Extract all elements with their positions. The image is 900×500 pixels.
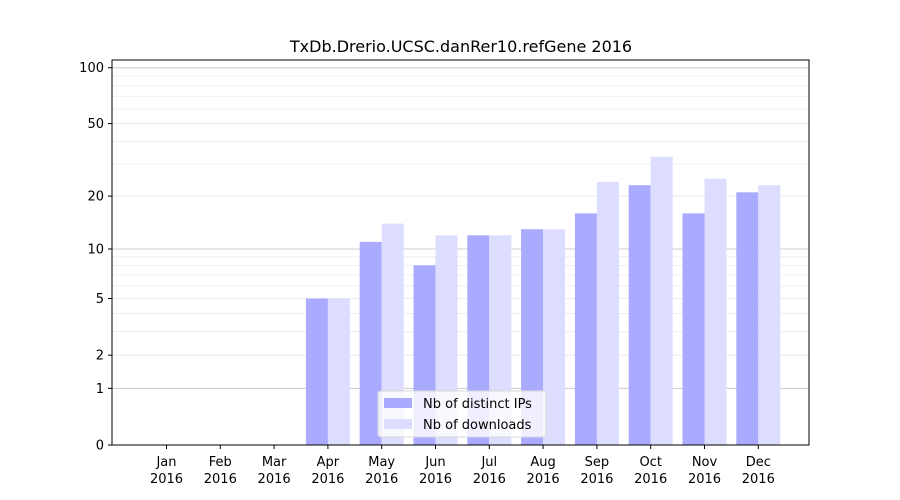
- x-tick-label-month: Sep: [585, 455, 610, 470]
- x-tick-label-month: Aug: [530, 455, 555, 470]
- x-tick-label-year: 2016: [473, 472, 506, 487]
- bar-downloads: [596, 181, 619, 446]
- x-tick-label-year: 2016: [150, 472, 183, 487]
- bar-distinct-ips: [359, 241, 382, 445]
- x-tick-label-month: Mar: [262, 455, 287, 470]
- y-tick-label: 100: [79, 61, 104, 76]
- y-tick-label: 50: [87, 117, 104, 132]
- x-tick-label-year: 2016: [634, 472, 667, 487]
- bar-distinct-ips: [305, 298, 328, 445]
- x-tick-label-year: 2016: [580, 472, 613, 487]
- x-tick-label-year: 2016: [258, 472, 291, 487]
- chart-title: TxDb.Drerio.UCSC.danRer10.refGene 2016: [289, 37, 632, 56]
- x-tick-label-year: 2016: [527, 472, 560, 487]
- plot-frame: [111, 59, 810, 446]
- x-tick-label-month: Jan: [155, 455, 176, 470]
- bar-distinct-ips: [628, 185, 651, 445]
- x-axis: Jan 2016 Feb 2016 Mar 2016 Apr 2016 May 2016 Jun 20…: [150, 445, 775, 487]
- legend-swatch: [384, 398, 412, 408]
- x-tick-label-month: Feb: [209, 455, 232, 470]
- x-tick-label-year: 2016: [742, 472, 775, 487]
- bar-downloads: [381, 223, 404, 445]
- y-tick-label: 1: [96, 382, 104, 397]
- bar-distinct-ips: [682, 213, 705, 445]
- legend: Nb of distinct IPs Nb of downloads: [377, 390, 547, 438]
- legend-box: [377, 390, 547, 438]
- y-tick-label: 0: [96, 439, 104, 454]
- x-tick-label-month: Jun: [424, 455, 445, 470]
- legend-label: Nb of distinct IPs: [423, 397, 532, 412]
- x-tick-label-year: 2016: [204, 472, 237, 487]
- bar-downloads: [650, 156, 673, 446]
- bar-downloads: [704, 178, 727, 445]
- bar-downloads: [758, 185, 781, 445]
- x-tick-label-year: 2016: [419, 472, 452, 487]
- legend-swatch: [384, 419, 412, 429]
- y-tick-label: 5: [96, 292, 104, 307]
- x-tick-label-month: Jul: [480, 455, 497, 470]
- y-axis: 0 1 2 5 10 20 50 100: [79, 61, 112, 454]
- x-tick-label-month: May: [368, 455, 395, 470]
- bar-distinct-ips: [736, 192, 759, 445]
- bar-distinct-ips: [574, 213, 597, 445]
- y-tick-label: 10: [87, 242, 104, 257]
- x-tick-label-month: Dec: [746, 455, 771, 470]
- y-tick-label: 20: [87, 190, 104, 205]
- x-tick-label-month: Nov: [692, 455, 718, 470]
- x-tick-label-month: Oct: [639, 455, 661, 470]
- legend-label: Nb of downloads: [423, 418, 532, 433]
- y-tick-label: 2: [96, 349, 104, 364]
- x-tick-label-year: 2016: [688, 472, 721, 487]
- bar-downloads: [543, 229, 566, 445]
- x-tick-label-year: 2016: [365, 472, 398, 487]
- x-tick-label-month: Apr: [317, 455, 340, 470]
- x-tick-label-year: 2016: [311, 472, 344, 487]
- bar-downloads: [327, 298, 350, 445]
